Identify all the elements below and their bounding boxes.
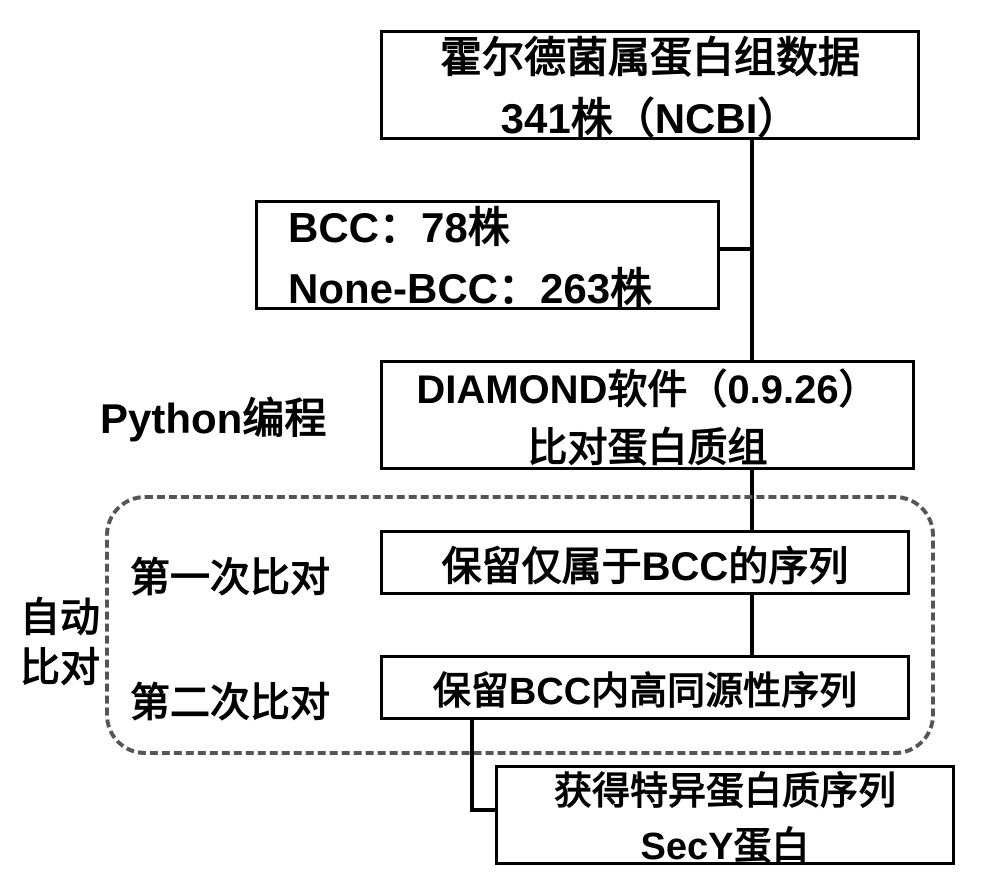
connector-h1 bbox=[720, 247, 754, 251]
label-first: 第一次比对 bbox=[130, 545, 330, 603]
box-result: 获得特异蛋白质序列 SecY蛋白 bbox=[495, 765, 955, 865]
box-second: 保留BCC内高同源性序列 bbox=[380, 655, 910, 720]
box-diamond: DIAMOND软件（0.9.26） 比对蛋白质组 bbox=[380, 360, 915, 470]
box-first-text: 保留仅属于BCC的序列 bbox=[442, 534, 849, 592]
box-result-line1: 获得特异蛋白质序列 bbox=[554, 760, 896, 815]
label-second: 第二次比对 bbox=[130, 670, 330, 728]
connector-v4 bbox=[750, 595, 754, 655]
box-split-line2: None-BCC：263株 bbox=[288, 255, 652, 316]
box-diamond-line1: DIAMOND软件（0.9.26） bbox=[416, 357, 878, 415]
label-python: Python编程 bbox=[100, 385, 326, 446]
box-top-line1: 霍尔德菌属蛋白组数据 bbox=[440, 24, 860, 85]
box-first: 保留仅属于BCC的序列 bbox=[380, 530, 910, 595]
box-diamond-line2: 比对蛋白质组 bbox=[528, 415, 768, 473]
box-top: 霍尔德菌属蛋白组数据 341株（NCBI） bbox=[380, 30, 920, 140]
box-top-line2: 341株（NCBI） bbox=[501, 85, 800, 146]
box-split: BCC：78株 None-BCC：263株 bbox=[255, 200, 720, 310]
box-split-line1: BCC：78株 bbox=[288, 194, 510, 255]
box-second-text: 保留BCC内高同源性序列 bbox=[433, 660, 857, 715]
label-auto2: 比对 bbox=[20, 635, 100, 693]
connector-v5 bbox=[470, 717, 474, 812]
box-result-line2: SecY蛋白 bbox=[641, 815, 810, 870]
